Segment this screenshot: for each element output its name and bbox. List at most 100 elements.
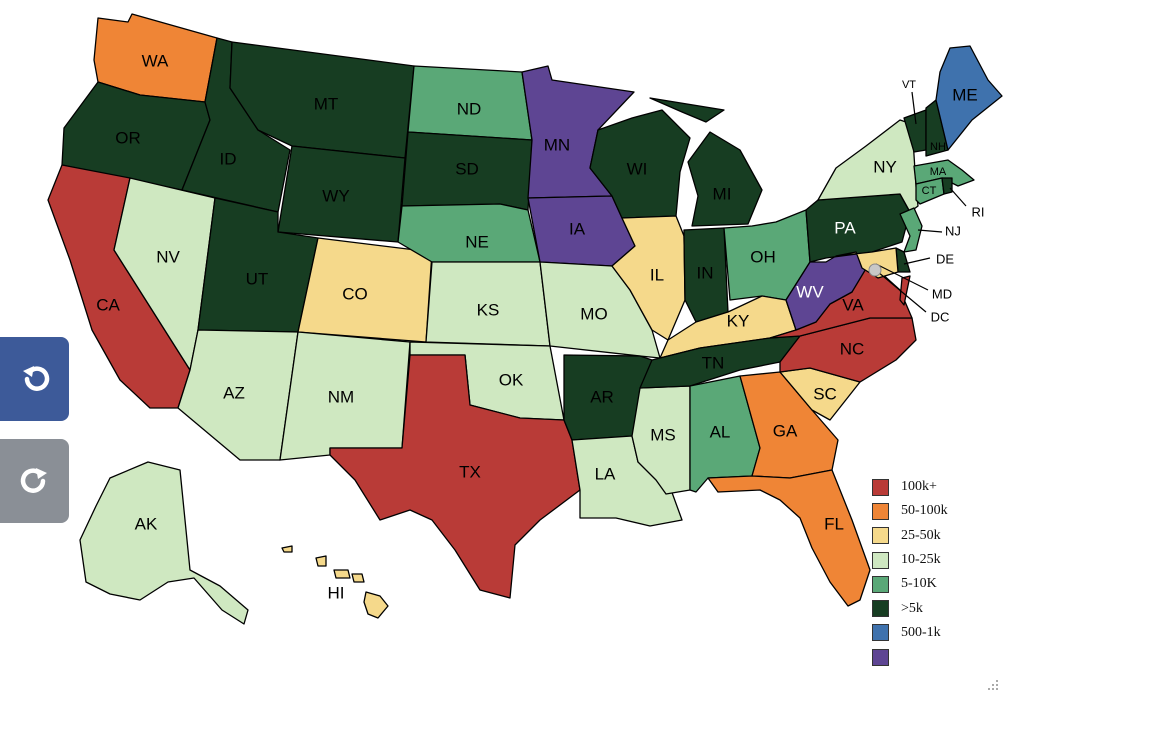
legend-label-10-25k: 10-25k bbox=[901, 552, 941, 568]
label-nh: NH bbox=[930, 141, 946, 153]
state-me[interactable] bbox=[935, 45, 1003, 151]
hi-island-4 bbox=[351, 573, 365, 583]
label-ms: MS bbox=[650, 425, 676, 444]
label-sc: SC bbox=[813, 384, 837, 403]
label-fl: FL bbox=[824, 514, 844, 533]
label-ak: AK bbox=[135, 514, 158, 533]
legend: 100k+ 50-100k 25-50k 10-25k 5-10K >5k 50… bbox=[872, 475, 948, 669]
label-in: IN bbox=[697, 263, 714, 282]
label-ct: CT bbox=[922, 185, 937, 197]
label-nd: ND bbox=[457, 99, 482, 118]
label-me: ME bbox=[952, 85, 978, 104]
label-nj: NJ bbox=[945, 223, 961, 238]
state-hi[interactable] bbox=[363, 591, 389, 619]
legend-item-10-25k[interactable]: 10-25k bbox=[872, 548, 948, 572]
label-wa: WA bbox=[142, 51, 169, 70]
label-ar: AR bbox=[590, 387, 614, 406]
legend-swatch-5-10k bbox=[872, 575, 889, 593]
legend-item-100k[interactable]: 100k+ bbox=[872, 475, 948, 499]
label-ne: NE bbox=[465, 232, 489, 251]
hi-island-3 bbox=[333, 569, 351, 579]
redo-icon bbox=[20, 468, 47, 493]
label-wv: WV bbox=[796, 282, 824, 301]
resize-grip-icon[interactable] bbox=[985, 678, 1001, 694]
label-ri: RI bbox=[972, 204, 985, 219]
legend-item-5-10k[interactable]: 5-10K bbox=[872, 572, 948, 596]
label-mi: MI bbox=[713, 184, 732, 203]
label-ky: KY bbox=[727, 311, 750, 330]
legend-swatch-500-1k bbox=[872, 624, 889, 642]
label-co: CO bbox=[342, 284, 368, 303]
undo-icon bbox=[22, 366, 49, 391]
state-wi[interactable] bbox=[589, 109, 691, 219]
state-ak[interactable] bbox=[79, 461, 249, 625]
legend-label-25-50k: 25-50k bbox=[901, 527, 941, 543]
state-md-shore bbox=[899, 275, 911, 306]
leader-dc bbox=[877, 271, 927, 313]
label-mt: MT bbox=[314, 94, 339, 113]
hi-island-1 bbox=[281, 545, 293, 553]
state-ri[interactable] bbox=[941, 177, 953, 195]
label-md: MD bbox=[932, 286, 952, 301]
label-id: ID bbox=[220, 149, 237, 168]
label-dc: DC bbox=[931, 309, 950, 324]
label-ny: NY bbox=[873, 157, 897, 176]
label-ma: MA bbox=[930, 166, 947, 178]
leader-nj bbox=[917, 229, 943, 233]
state-mi[interactable] bbox=[649, 97, 763, 227]
legend-swatch-25-50k bbox=[872, 527, 889, 545]
label-il: IL bbox=[650, 265, 664, 284]
legend-label-5-10k: 5-10K bbox=[901, 576, 937, 592]
undo-button[interactable] bbox=[0, 337, 69, 421]
label-mo: MO bbox=[580, 304, 607, 323]
legend-item-25-50k[interactable]: 25-50k bbox=[872, 524, 948, 548]
state-tx[interactable] bbox=[329, 354, 581, 599]
legend-swatch-10-25k bbox=[872, 551, 889, 569]
label-az: AZ bbox=[223, 383, 245, 402]
dc-marker bbox=[868, 263, 882, 277]
label-vt: VT bbox=[902, 79, 916, 91]
label-ga: GA bbox=[773, 421, 798, 440]
legend-label-100k: 100k+ bbox=[901, 479, 937, 495]
label-ia: IA bbox=[569, 219, 586, 238]
label-va: VA bbox=[842, 295, 864, 314]
label-de: DE bbox=[936, 251, 954, 266]
legend-item-500-1k[interactable]: 500-1k bbox=[872, 621, 948, 645]
label-tx: TX bbox=[459, 462, 481, 481]
label-oh: OH bbox=[750, 247, 776, 266]
legend-swatch-100k bbox=[872, 478, 889, 496]
legend-label-5k: >5k bbox=[901, 600, 923, 616]
legend-swatch-50-100k bbox=[872, 502, 889, 520]
legend-swatch-purple bbox=[872, 648, 889, 666]
label-nv: NV bbox=[156, 247, 180, 266]
legend-item-5k[interactable]: >5k bbox=[872, 596, 948, 620]
state-fl[interactable] bbox=[707, 469, 871, 607]
state-ct[interactable] bbox=[915, 177, 945, 205]
hi-island-2 bbox=[315, 555, 327, 567]
state-ny[interactable] bbox=[817, 119, 919, 213]
leader-de bbox=[903, 257, 931, 265]
label-hi: HI bbox=[328, 583, 345, 602]
label-al: AL bbox=[710, 422, 731, 441]
label-nc: NC bbox=[840, 339, 865, 358]
label-la: LA bbox=[595, 464, 616, 483]
leader-ri bbox=[949, 187, 967, 207]
label-tn: TN bbox=[702, 353, 725, 372]
label-mn: MN bbox=[544, 135, 570, 154]
label-ks: KS bbox=[477, 300, 500, 319]
legend-swatch-5k bbox=[872, 600, 889, 618]
state-md[interactable] bbox=[835, 247, 899, 279]
label-ca: CA bbox=[96, 295, 120, 314]
state-il[interactable] bbox=[611, 215, 686, 341]
legend-item-purple[interactable] bbox=[872, 645, 948, 669]
label-pa: PA bbox=[834, 218, 856, 237]
label-ut: UT bbox=[246, 269, 269, 288]
redo-button[interactable] bbox=[0, 439, 69, 523]
label-nm: NM bbox=[328, 387, 354, 406]
leader-vt bbox=[911, 91, 917, 125]
state-nj[interactable] bbox=[899, 207, 923, 253]
label-ok: OK bbox=[499, 370, 524, 389]
legend-item-50-100k[interactable]: 50-100k bbox=[872, 499, 948, 523]
label-or: OR bbox=[115, 128, 141, 147]
